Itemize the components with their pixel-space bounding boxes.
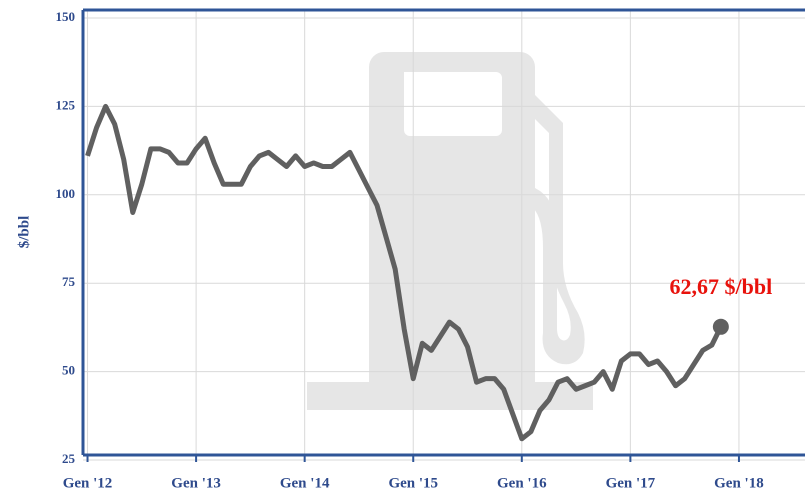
x-tick-label: Gen '14: [280, 475, 330, 491]
y-tick-label: 50: [62, 363, 75, 378]
y-tick-label: 125: [56, 97, 76, 112]
y-tick-label: 25: [62, 451, 76, 466]
y-tick-label: 150: [56, 9, 76, 24]
annotation: 62,67 $/bbl: [670, 274, 773, 299]
x-tick-label: Gen '16: [497, 475, 547, 491]
y-axis-label: $/bbl: [16, 216, 32, 249]
pump-icon: [307, 52, 593, 410]
y-tick-label: 100: [56, 186, 76, 201]
x-tick-label: Gen '18: [714, 475, 764, 491]
x-tick-label: Gen '17: [606, 475, 656, 491]
x-tick-label: Gen '15: [388, 475, 438, 491]
y-tick-label: 75: [62, 274, 76, 289]
x-tick-label: Gen '13: [171, 475, 221, 491]
x-tick-label: Gen '12: [63, 475, 113, 491]
line-series: [85, 103, 724, 442]
end-marker: [712, 318, 729, 335]
